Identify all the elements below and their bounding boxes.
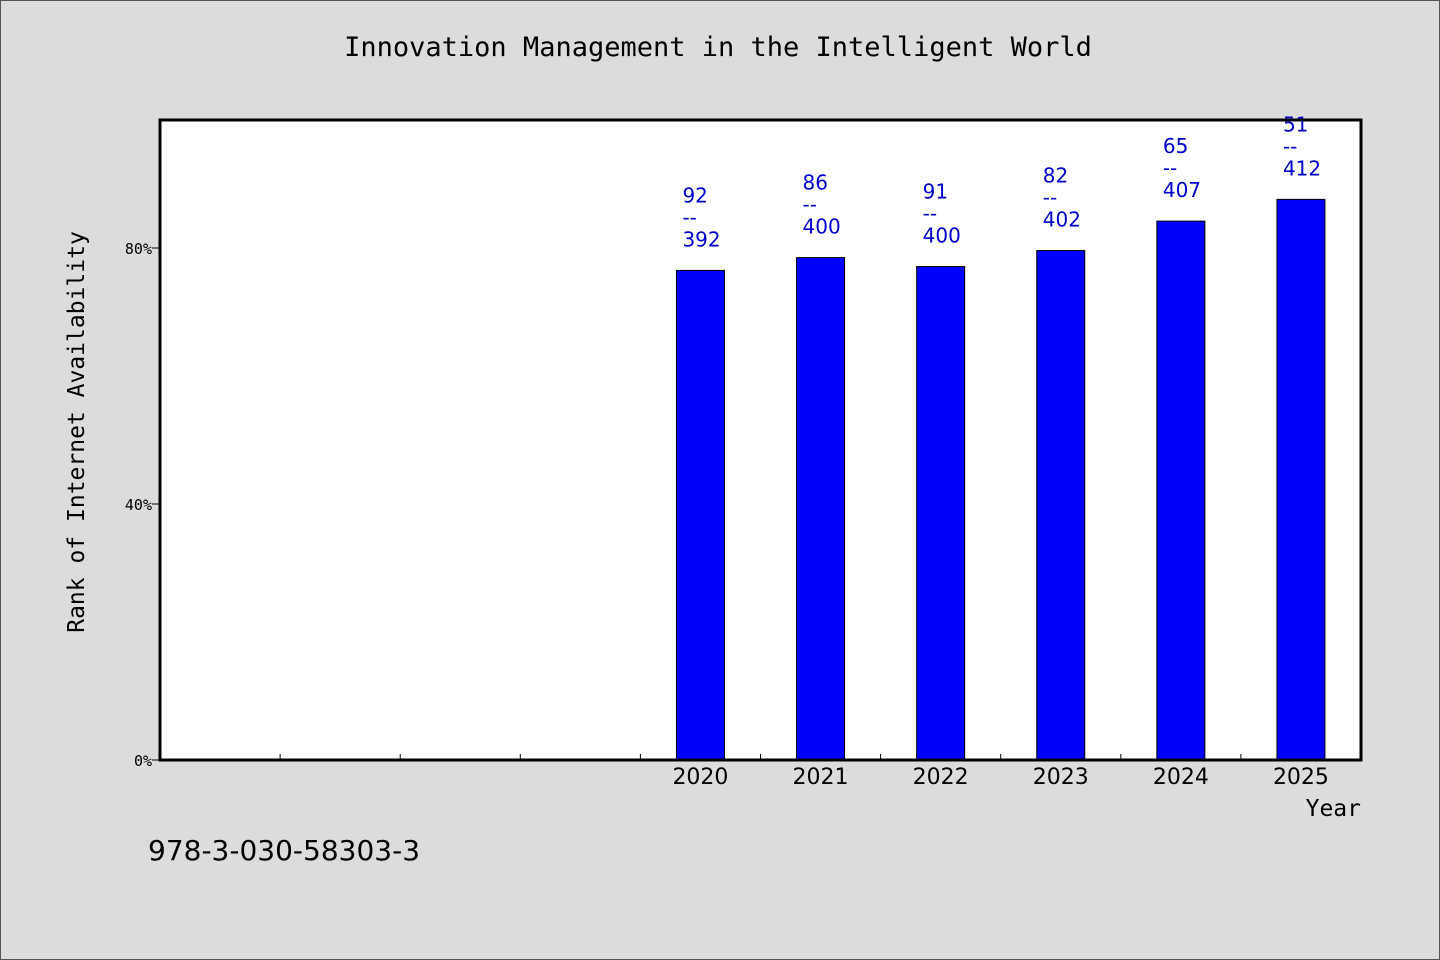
x-tick-label: 2025: [1273, 765, 1329, 790]
y-tick-label: 80%: [125, 240, 152, 258]
plot-border: [158, 118, 1363, 762]
data-label-separator: --: [682, 205, 696, 229]
bar: [796, 257, 846, 761]
y-tick-label: 40%: [125, 496, 152, 514]
data-label-top: 91: [923, 180, 948, 204]
bar: [1276, 198, 1326, 761]
data-label-separator: --: [803, 193, 817, 217]
y-axis-label: Rank of Internet Availability: [64, 231, 90, 633]
data-label-separator: --: [1283, 134, 1297, 158]
data-label-top: 82: [1043, 164, 1068, 188]
x-tick-label: 2020: [672, 765, 728, 790]
y-tick-label: 0%: [134, 752, 152, 770]
data-label-bottom: 392: [682, 227, 720, 251]
data-label-separator: --: [923, 202, 937, 226]
data-label-top: 65: [1163, 134, 1188, 158]
data-label-separator: --: [1163, 156, 1177, 180]
data-label-top: 86: [803, 171, 828, 195]
chart-title: Innovation Management in the Intelligent…: [344, 32, 1092, 63]
data-label-top: 51: [1283, 112, 1308, 136]
data-label-bottom: 400: [923, 224, 961, 248]
x-tick-label: 2021: [793, 765, 849, 790]
bar: [675, 269, 725, 761]
data-label-bottom: 412: [1283, 156, 1321, 180]
data-label-bottom: 400: [803, 215, 841, 239]
x-tick-label: 2022: [913, 765, 969, 790]
data-label-separator: --: [1043, 186, 1057, 210]
bar: [1156, 220, 1206, 761]
data-label-top: 92: [682, 183, 707, 207]
x-axis-label: Year: [1306, 796, 1361, 822]
bar: [916, 266, 966, 761]
isbn-label: 978-3-030-58303-3: [148, 834, 421, 867]
x-tick-label: 2024: [1153, 765, 1209, 790]
data-label-bottom: 407: [1163, 178, 1201, 202]
data-label-bottom: 402: [1043, 208, 1081, 232]
x-tick-label: 2023: [1033, 765, 1089, 790]
bar: [1036, 250, 1086, 761]
